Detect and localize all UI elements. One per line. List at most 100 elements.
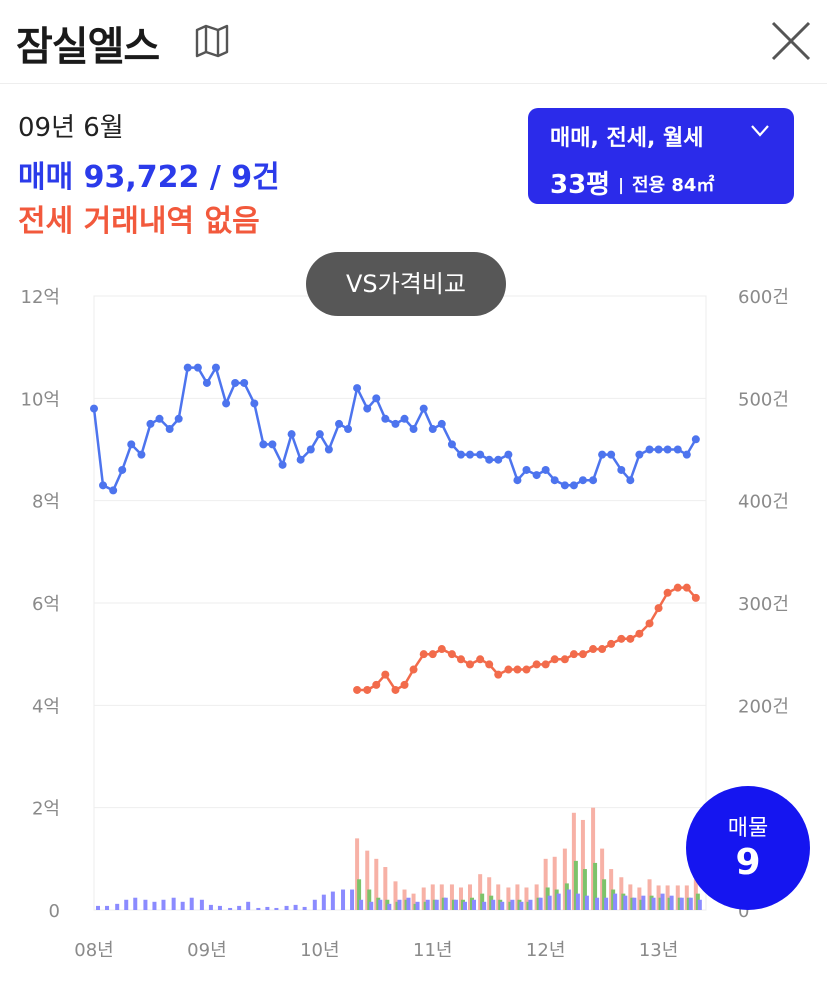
sale-price-point [578,476,587,485]
sale-volume-bar [152,901,157,910]
jeonse-volume-bar [449,884,454,910]
sale-price-point [409,425,418,434]
x-tick-label: 13년 [639,940,678,961]
sale-price-point [504,450,513,459]
sale-volume-bar [256,907,261,910]
jeonse-price-point [532,660,541,669]
y-right-tick-label: 200건 [738,696,789,717]
jeonse-price-point [437,645,446,654]
y-left-tick-label: 10억 [21,389,60,410]
sale-price-point [598,450,607,459]
sale-volume-bar [105,905,110,910]
sale-volume-bar [584,895,589,910]
y-right-tick-label: 300건 [738,594,789,615]
vs-compare-button[interactable]: VS가격비교 [306,252,506,316]
close-icon[interactable] [768,18,814,64]
jeonse-price-point [626,634,635,643]
sale-volume-bar [341,889,346,910]
sale-volume-bar [688,897,693,910]
jeonse-volume-bar [543,858,548,910]
sale-price-point [437,419,446,428]
jeonse-volume-bar [534,884,539,910]
size-selector: 33평 | 전용 84㎡ [550,170,715,200]
jeonse-price-point [400,680,409,689]
jeonse-price-point [447,650,456,659]
jeonse-price-point [578,650,587,659]
sale-price-point [569,481,578,490]
trade-summary: 09년 6월 매매 93,722 / 9건 전세 거래내역 없음 [18,108,280,244]
jeonse-price-point [617,634,626,643]
y-right-tick-label: 400건 [738,492,789,513]
sale-volume-bar [528,899,533,910]
sale-volume-bar [265,906,270,910]
sale-volume-bar [330,891,335,910]
jeonse-volume-bar [411,893,416,910]
rent-volume-bar [367,889,372,910]
jeonse-volume-bar [591,807,596,910]
sale-volume-bar [641,895,646,910]
sale-volume-bar [228,907,233,910]
sale-price-point [391,419,400,428]
sale-volume-bar [180,901,185,910]
jeonse-price-point [494,670,503,679]
sale-volume-bar [293,904,298,910]
sale-volume-bar [302,906,307,910]
jeonse-price-point [635,629,644,638]
jeonse-price-point [428,650,437,659]
jeonse-price-point [663,588,672,597]
jeonse-price-point [419,650,428,659]
jeonse-price-point [598,645,607,654]
jeonse-volume-bar [637,887,642,910]
sale-volume-bar [359,899,364,910]
sale-volume-bar [510,899,515,910]
sale-volume-bar [443,897,448,910]
sale-price-point [363,404,372,413]
sale-volume-bar [651,897,656,910]
rent-volume-bar [573,860,578,910]
sale-price-point [428,425,437,434]
complex-title: 잠실엘스 [16,24,160,70]
sale-price-point [381,414,390,423]
map-icon[interactable] [194,24,230,58]
sale-volume-bar [246,901,251,910]
sale-price-point [127,440,136,449]
sale-volume-bar [217,905,222,910]
sale-volume-bar [462,901,467,910]
trade-type-filter-button[interactable]: 매매, 전세, 월세 33평 | 전용 84㎡ [528,108,794,204]
jeonse-price-point [381,670,390,679]
sale-price-point [183,363,192,372]
sale-price-point [193,363,202,372]
sale-price-point [146,419,155,428]
sale-price-point [560,481,569,490]
jeonse-price-point [391,685,400,694]
sale-volume-bar [679,897,684,910]
jeonse-volume-bar [421,887,426,910]
sale-price-point [626,476,635,485]
sale-price-point [682,450,691,459]
jeonse-price-point [363,685,372,694]
sale-price-point [259,440,268,449]
y-left-tick-label: 8억 [32,492,60,513]
sale-price-point [419,404,428,413]
sale-volume-bar [472,899,477,910]
sale-volume-bar [406,897,411,910]
jeonse-volume-bar [647,879,652,910]
sale-volume-bar [556,893,561,910]
listing-count-button[interactable]: 매물 9 [686,786,810,910]
jeonse-price-point [372,680,381,689]
sale-price-point [513,476,522,485]
x-tick-label: 10년 [300,940,339,961]
sale-price-point [287,430,296,439]
rent-volume-bar [582,869,587,910]
sale-volume-bar [434,899,439,910]
sale-volume-bar [171,897,176,910]
jeonse-volume-bar [552,856,557,910]
sale-price-point [654,445,663,454]
jeonse-volume-bar [506,887,511,910]
sale-volume-bar [96,905,100,910]
sale-price-point [109,486,118,495]
sale-price-point [335,419,344,428]
sale-price-point [231,378,240,387]
sale-price-point [118,465,127,474]
sale-volume-bar [482,901,487,910]
